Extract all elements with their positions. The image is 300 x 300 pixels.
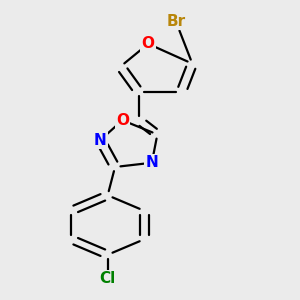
Text: Cl: Cl	[100, 271, 116, 286]
Text: O: O	[142, 36, 155, 51]
Text: N: N	[94, 133, 107, 148]
Text: N: N	[146, 155, 158, 170]
Text: Br: Br	[166, 14, 185, 29]
Text: O: O	[116, 113, 129, 128]
